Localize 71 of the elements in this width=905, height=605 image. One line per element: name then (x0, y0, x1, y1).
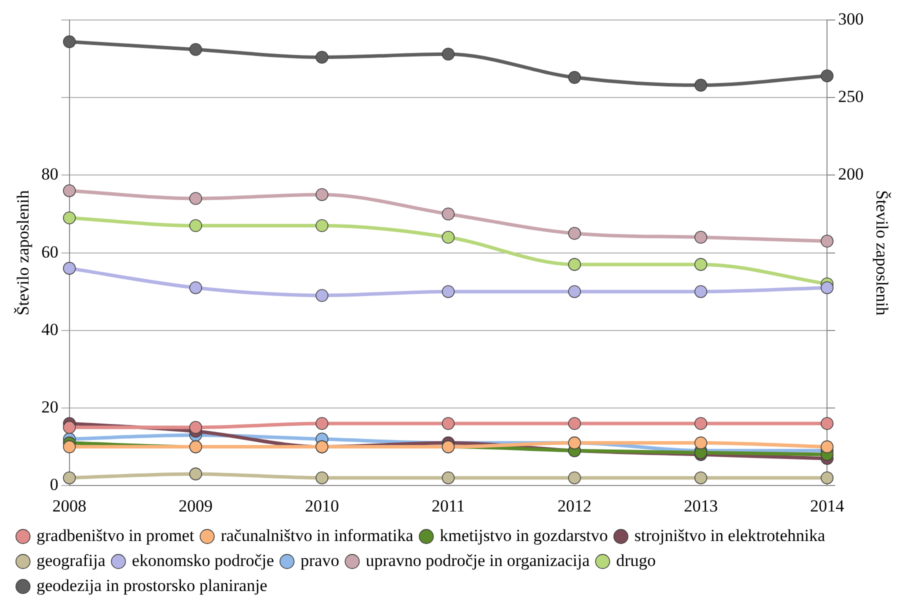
y2-axis-title: Število zaposlenih (872, 190, 892, 316)
point (63, 440, 76, 454)
point (189, 281, 202, 294)
y-tick-label: 80 (41, 164, 58, 184)
y2-tick-label: 200 (838, 164, 864, 184)
point (820, 234, 834, 248)
x-tick-label: 2014 (810, 496, 845, 516)
point (189, 192, 202, 205)
legend-label: računalništvo in informatika (220, 526, 414, 545)
x-tick-label: 2011 (432, 496, 465, 516)
y-tick-label: 0 (50, 475, 58, 494)
point (63, 184, 76, 198)
y-axis-title: Število zaposlenih (14, 190, 33, 316)
point (568, 285, 581, 298)
point (442, 471, 455, 484)
point (694, 258, 708, 271)
point (63, 262, 76, 275)
y-tick-label: 40 (41, 320, 58, 339)
point (694, 78, 708, 92)
point (316, 50, 328, 64)
legend-label: pravo (300, 550, 340, 570)
point (694, 285, 708, 298)
point (442, 230, 455, 244)
point (316, 289, 328, 302)
legend-label: geodezija in prostorsko planiranje (36, 576, 268, 595)
point (568, 227, 581, 240)
point (189, 421, 202, 434)
point (442, 208, 455, 220)
point (63, 421, 76, 434)
point (189, 43, 202, 56)
point (820, 471, 834, 484)
point (316, 219, 328, 232)
legend-label: ekonomsko področje (132, 550, 274, 570)
point (694, 436, 708, 450)
legend-label: drugo (616, 550, 656, 570)
point (189, 468, 202, 480)
point (63, 211, 76, 224)
point (316, 188, 328, 201)
legend-label: kmetijstvo in gozdarstvo (440, 526, 608, 545)
point (316, 471, 328, 484)
x-tick-label: 2009 (178, 496, 213, 516)
legend-label: strojništvo in elektrotehnika (634, 526, 826, 545)
point (820, 69, 834, 82)
point (316, 417, 328, 430)
point (694, 471, 708, 484)
x-tick-label: 2008 (52, 496, 86, 516)
y-tick-label: 20 (41, 397, 58, 416)
point (820, 440, 834, 454)
point (568, 258, 581, 271)
point (820, 281, 834, 294)
x-tick-label: 2010 (304, 496, 339, 516)
point (442, 48, 455, 61)
point (694, 417, 708, 430)
y2-tick-label: 300 (838, 9, 864, 28)
y-tick-label: 60 (41, 242, 58, 262)
point (63, 471, 76, 484)
legend-label: upravno področje in organizacija (366, 550, 590, 570)
point (442, 417, 455, 430)
point (568, 471, 581, 484)
x-tick-label: 2012 (558, 496, 592, 516)
point (820, 417, 834, 430)
legend-label: geografija (36, 550, 106, 570)
point (63, 35, 76, 48)
x-tick-label: 2013 (684, 496, 718, 516)
legend-label: gradbeništvo in promet (36, 526, 194, 545)
point (694, 230, 708, 244)
point (189, 219, 202, 232)
point (568, 71, 581, 84)
point (568, 417, 581, 430)
point (442, 285, 455, 298)
y2-tick-label: 250 (838, 87, 864, 106)
